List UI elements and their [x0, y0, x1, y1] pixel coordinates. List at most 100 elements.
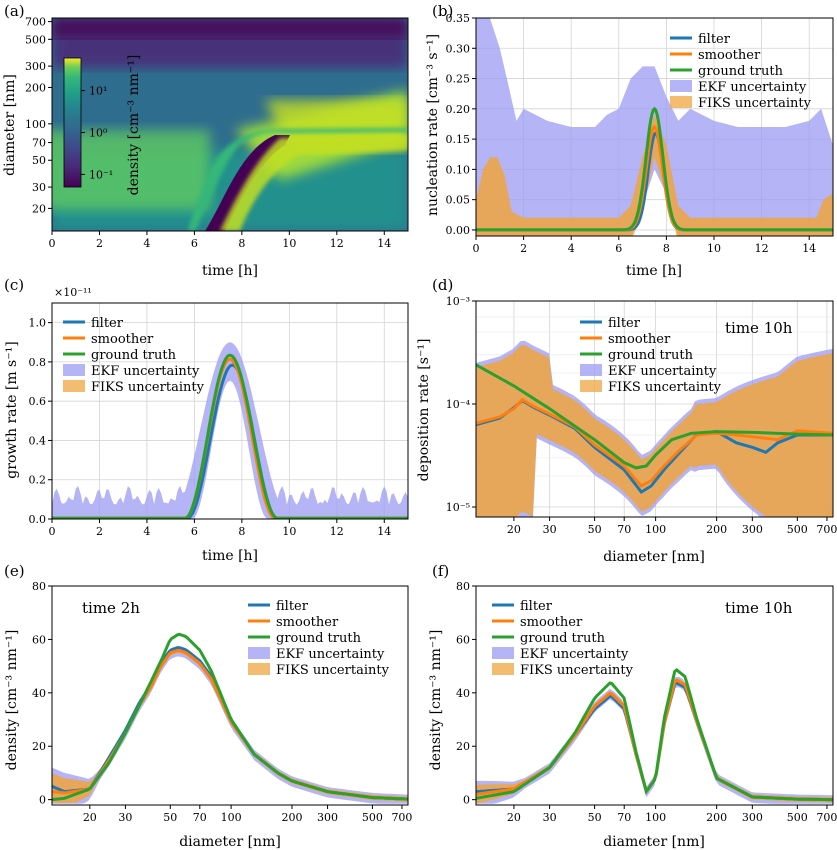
y-tick-label: 20	[32, 740, 46, 753]
legend-label-smoother: smoother	[608, 332, 671, 347]
panel-label-c: (c)	[4, 276, 24, 294]
y-tick-label: 80	[32, 580, 46, 593]
x-tick-label: 100	[645, 523, 666, 536]
x-tick-label: 300	[742, 523, 763, 536]
x-tick-label: 12	[755, 242, 769, 255]
x-axis-label-a: time [h]	[202, 263, 258, 279]
x-tick-label: 10	[282, 237, 296, 250]
legend-label-ekf: EKF uncertainty	[520, 647, 629, 662]
plot-frame	[475, 585, 834, 806]
legend-label-truth: ground truth	[91, 348, 177, 363]
panel-b: 0 2 4 6 8 10 12 14 0.00 0.05 0.10 0.15 0.20 0.25 0.30 0…	[425, 2, 834, 279]
y-tick-label: 100	[25, 118, 46, 131]
y-tick-label: 300	[25, 60, 46, 73]
x-tick-label: 50	[163, 811, 177, 824]
y-tick-label: 20	[32, 202, 46, 215]
y-tick-label: 40	[456, 687, 470, 700]
legend-label-ekf: EKF uncertainty	[91, 364, 200, 379]
legend-swatch-ekf	[580, 364, 602, 376]
legend-swatch-ekf	[670, 80, 692, 92]
y-axis-label-e: density [cm⁻³ nm⁻¹]	[4, 630, 20, 771]
x-tick-label: 50	[588, 523, 602, 536]
legend-label-truth: ground truth	[520, 631, 606, 646]
y-tick-label: 0.00	[446, 224, 471, 237]
y-axis-label-f: density [cm⁻³ nm⁻¹]	[428, 630, 444, 771]
legend-swatch-fiks	[63, 380, 85, 392]
plot-frame	[51, 302, 409, 520]
x-tick-label: 10	[282, 525, 296, 538]
legend-label-ekf: EKF uncertainty	[698, 80, 807, 95]
panel-a: 0 2 4 6 8 10 12 14 20 30 50 70 100 200 300 500 700 10⁻¹ 10…	[2, 2, 409, 279]
legend-label-truth: ground truth	[608, 348, 694, 363]
x-tick-label: 12	[330, 237, 344, 250]
y-axis-label-d: deposition rate [s⁻¹]	[416, 339, 432, 482]
x-tick-label: 14	[802, 242, 816, 255]
x-tick-label: 200	[706, 523, 727, 536]
series-ground-truth-e	[52, 632, 408, 802]
plot-frame	[475, 17, 834, 237]
y-tick-label: 40	[32, 687, 46, 700]
x-tick-label: 700	[391, 811, 412, 824]
panel-label-b: (b)	[432, 2, 453, 20]
legend-swatch-ekf	[248, 647, 270, 659]
y-tick-label: 0.10	[446, 163, 471, 176]
colorbar-tick-label: 10⁰	[89, 126, 108, 139]
legend-swatch-fiks	[492, 663, 514, 675]
fiks-band-e	[52, 647, 408, 803]
x-tick-label: 100	[645, 811, 666, 824]
legend-label-filter: filter	[91, 316, 124, 331]
x-tick-label: 6	[191, 525, 198, 538]
y-tick-label: 200	[25, 81, 46, 94]
y-tick-label: 0.15	[446, 133, 471, 146]
y-tick-label: 1.0	[29, 317, 47, 330]
x-tick-label: 0	[49, 525, 56, 538]
ekf-band-e	[52, 646, 408, 804]
series-ground-truth-f	[476, 667, 833, 802]
legend-swatch-ekf	[63, 364, 85, 376]
legend-label-smoother: smoother	[698, 48, 761, 63]
y-tick-label: 0.6	[29, 395, 47, 408]
y-axis-label-a: diameter [nm]	[2, 74, 18, 176]
panel-label-f: (f)	[432, 562, 449, 580]
series-ground-truth-d	[476, 363, 833, 470]
y-tick-label: 0.25	[446, 73, 471, 86]
x-tick-label: 70	[193, 811, 207, 824]
y-tick-label: 0.35	[446, 12, 471, 25]
y-tick-label: 0.8	[29, 356, 47, 369]
colorbar-tick-label: 10⁻¹	[89, 168, 113, 181]
legend-label-filter: filter	[520, 599, 553, 614]
x-tick-label: 20	[507, 523, 521, 536]
annotation-d: time 10h	[725, 319, 793, 337]
x-tick-label: 6	[191, 237, 198, 250]
x-tick-label: 0	[49, 237, 56, 250]
x-tick-label: 4	[568, 242, 575, 255]
legend-label-fiks: FIKS uncertainty	[91, 380, 205, 395]
x-tick-label: 8	[238, 525, 245, 538]
annotation-e: time 2h	[82, 599, 140, 617]
y-tick-label: 0.05	[446, 194, 471, 207]
legend-label-filter: filter	[276, 599, 309, 614]
y-tick-label: 50	[32, 154, 46, 167]
y-tick-label: 0.2	[29, 474, 47, 487]
legend-label-fiks: FIKS uncertainty	[520, 663, 634, 678]
colorbar-label: density [cm⁻³ nm⁻¹]	[126, 55, 142, 196]
y-tick-label: 700	[25, 16, 46, 29]
plot-frame	[51, 585, 409, 806]
plot-frame	[475, 300, 834, 518]
annotation-f: time 10h	[725, 599, 793, 617]
x-tick-label: 30	[543, 811, 557, 824]
x-tick-label: 300	[742, 811, 763, 824]
legend-label-truth: ground truth	[698, 64, 784, 79]
y-tick-label: 500	[25, 33, 46, 46]
x-tick-label: 700	[816, 811, 837, 824]
legend-swatch-fiks	[670, 96, 692, 108]
x-axis-label-d: diameter [nm]	[603, 549, 705, 565]
series-smoother-d	[476, 397, 833, 488]
x-tick-label: 2	[96, 525, 103, 538]
x-tick-label: 20	[83, 811, 97, 824]
